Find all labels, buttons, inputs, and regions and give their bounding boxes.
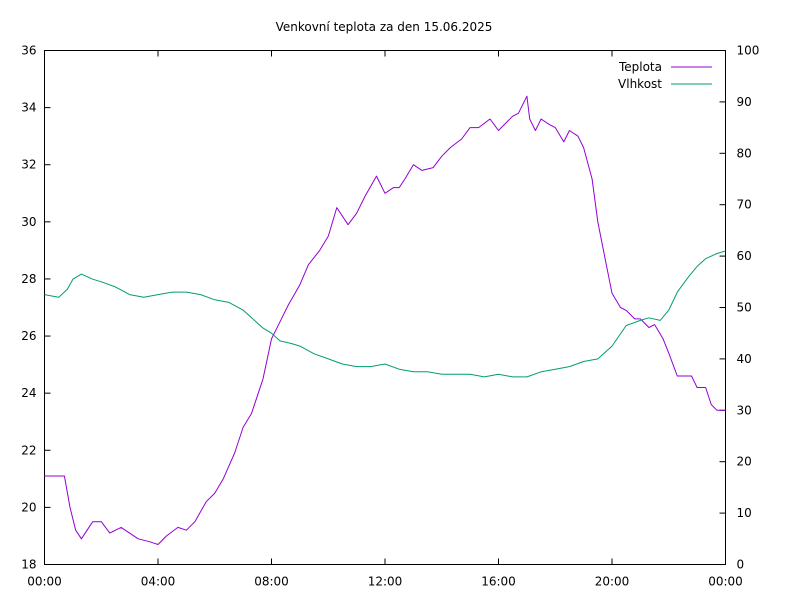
x-axis: 00:00 04:00 08:00 12:00 16:00 20:00 00:00	[27, 50, 743, 589]
legend: Teplota Vlhkost	[618, 60, 712, 91]
x-tick-label: 04:00	[141, 575, 176, 589]
y-tick-label: 28	[21, 272, 36, 286]
y-tick-label: 20	[21, 500, 36, 514]
series-layer	[44, 95, 726, 545]
x-tick-label: 08:00	[254, 575, 289, 589]
y2-tick-label: 10	[737, 506, 752, 520]
y2-tick-label: 80	[737, 146, 752, 160]
y2-tick-label: 70	[737, 198, 752, 212]
y2-tick-label: 50	[737, 301, 752, 315]
x-tick-label: 00:00	[27, 575, 62, 589]
y-tick-label: 36	[21, 44, 36, 58]
y2-tick-label: 100	[737, 44, 760, 58]
legend-label: Vlhkost	[618, 77, 662, 91]
x-tick-label: 20:00	[595, 575, 630, 589]
chart-title: Venkovní teplota za den 15.06.2025	[276, 20, 493, 34]
series-line-teplota	[44, 95, 726, 545]
y2-tick-label: 30	[737, 403, 752, 417]
y-tick-label: 18	[21, 558, 36, 572]
plot-frame	[44, 50, 726, 565]
y2-tick-label: 0	[737, 558, 745, 572]
legend-label: Teplota	[618, 60, 662, 74]
x-tick-label: 00:00	[708, 575, 743, 589]
y-tick-label: 26	[21, 329, 36, 343]
y-axis-right: 0 10 20 30 40 50 60 70 80 90 100	[719, 44, 760, 572]
y-tick-label: 30	[21, 215, 36, 229]
x-tick-label: 16:00	[481, 575, 516, 589]
y-tick-label: 32	[21, 158, 36, 172]
y2-tick-label: 20	[737, 455, 752, 469]
y-axis-left: 18 20 22 24 26 28 30 32 34 36	[21, 44, 51, 572]
y-tick-label: 22	[21, 443, 36, 457]
y-tick-label: 24	[21, 386, 36, 400]
series-line-vlhkost	[44, 250, 726, 378]
y2-tick-label: 60	[737, 249, 752, 263]
y2-tick-label: 40	[737, 352, 752, 366]
y-tick-label: 34	[21, 101, 36, 115]
y2-tick-label: 90	[737, 95, 752, 109]
x-tick-label: 12:00	[368, 575, 403, 589]
